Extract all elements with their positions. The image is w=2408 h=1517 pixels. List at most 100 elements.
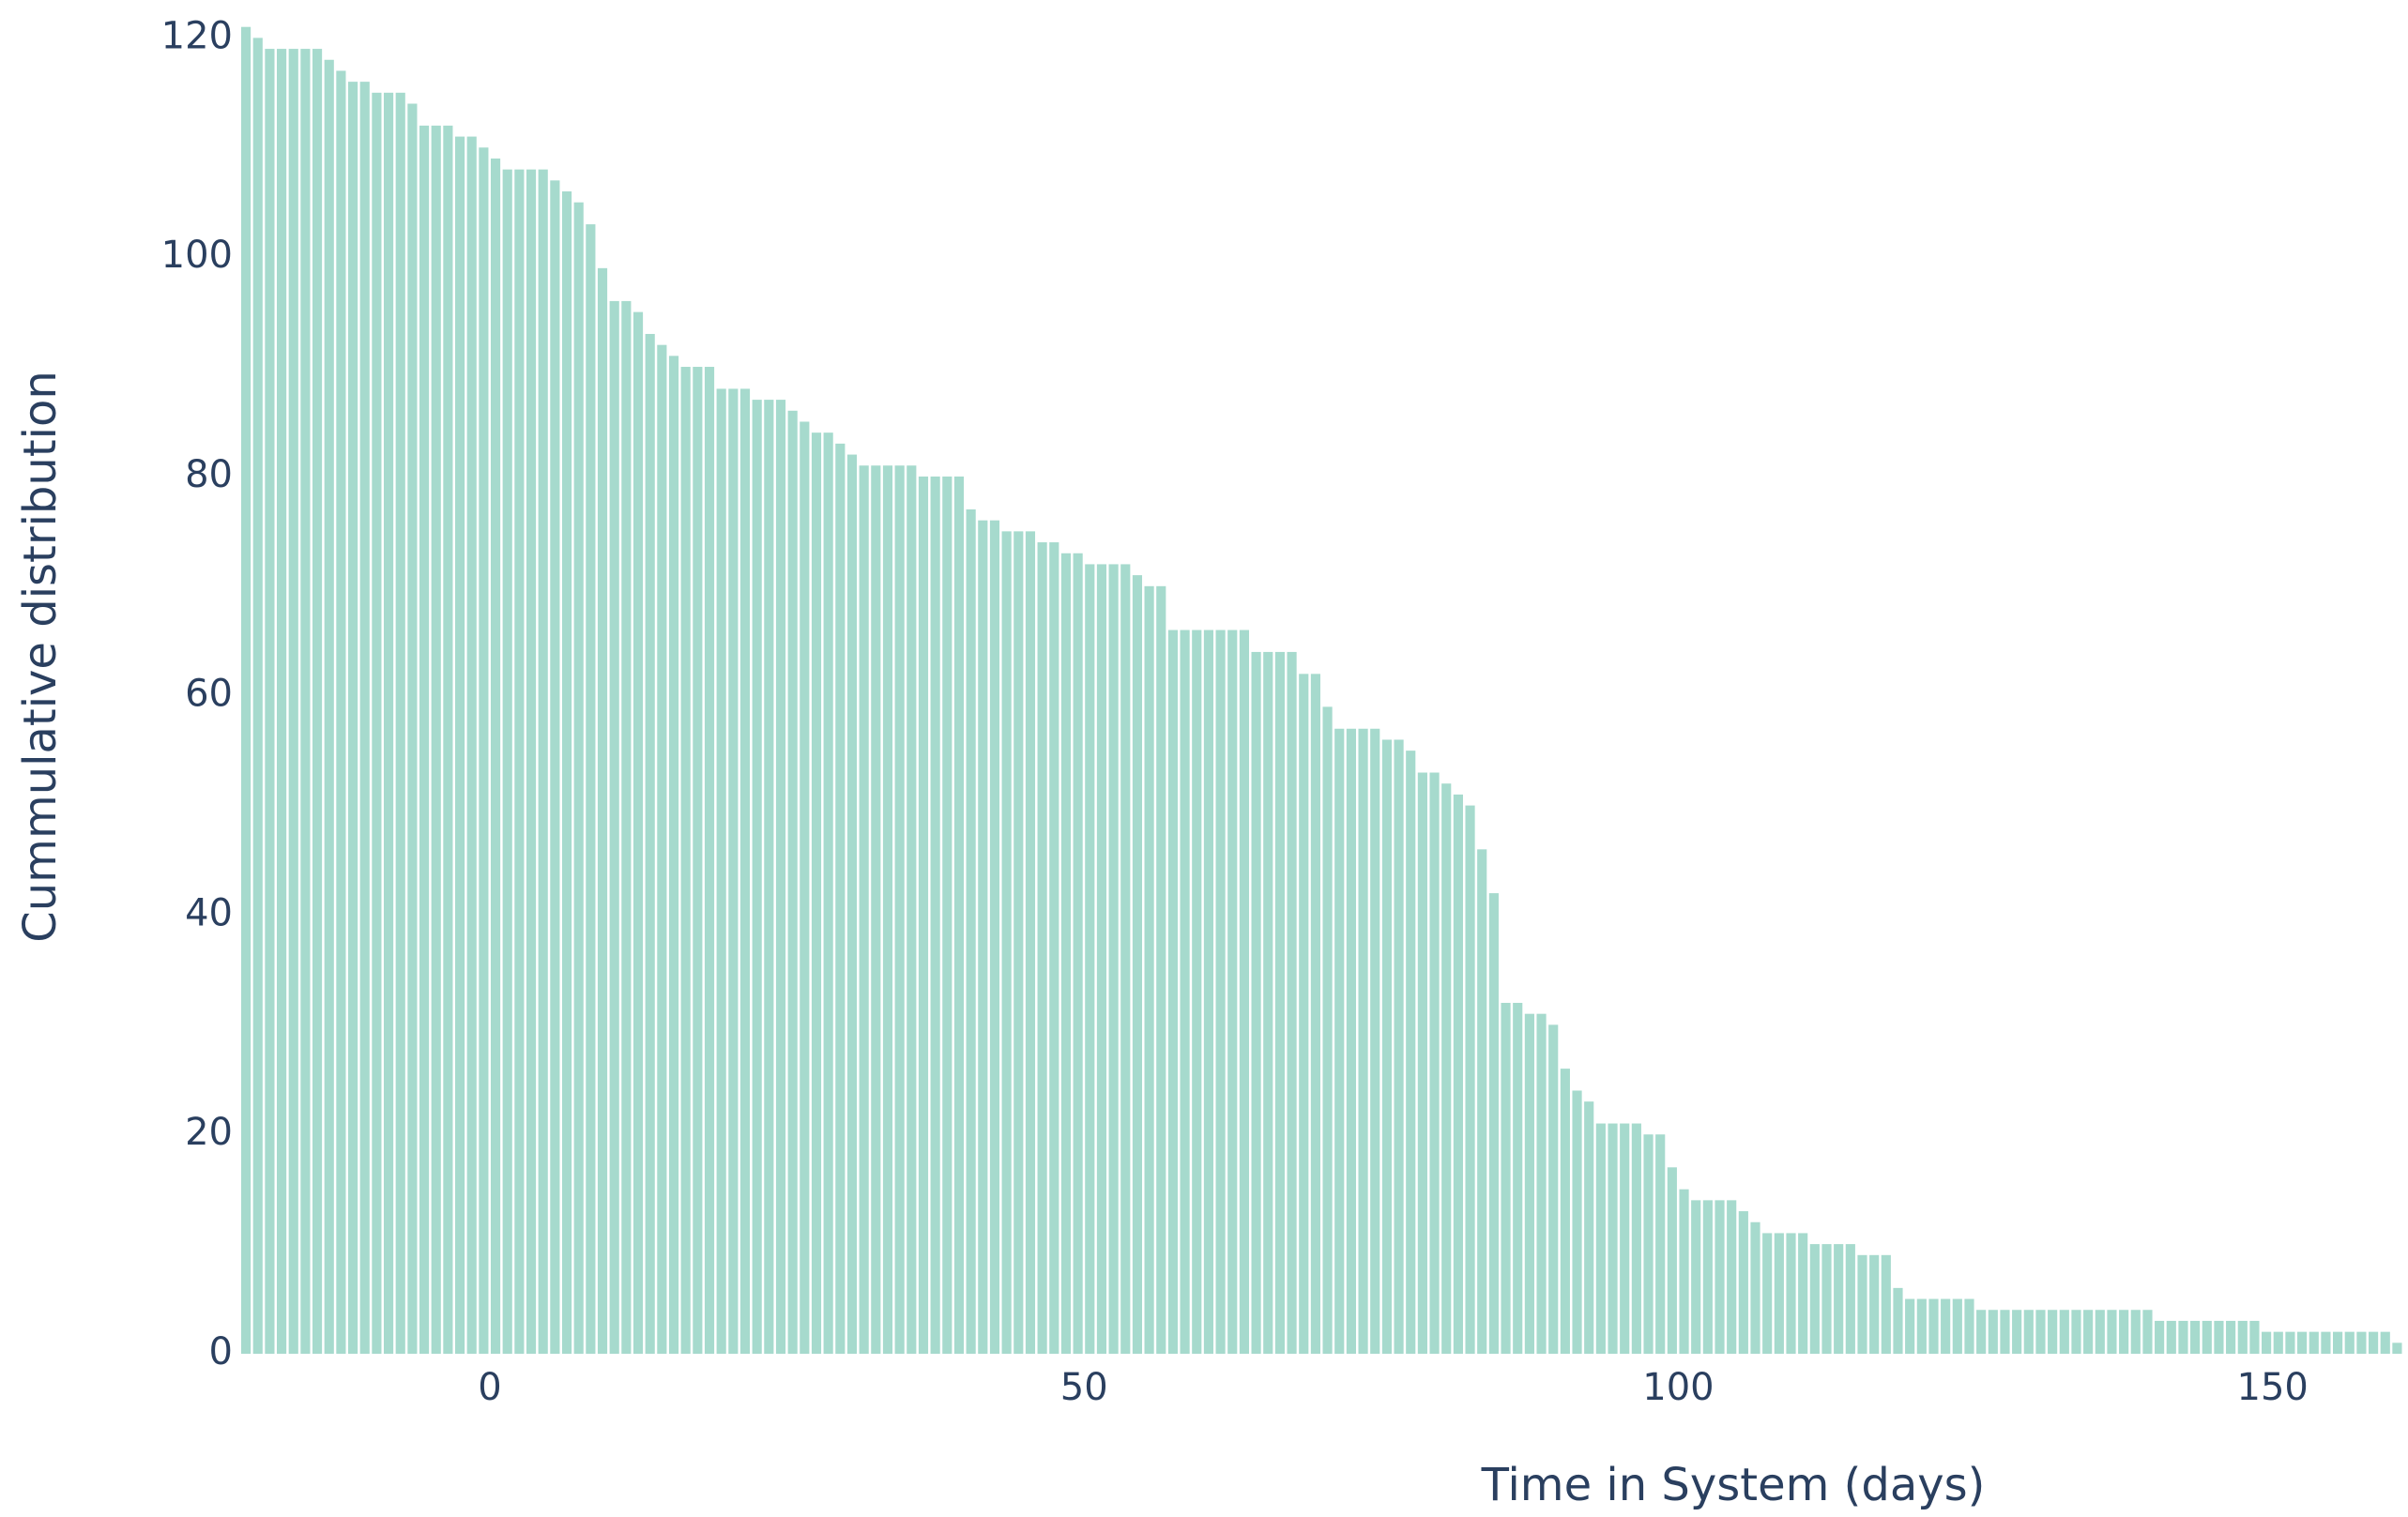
x-tick-label: 0 [478,1366,501,1409]
bar [1465,805,1475,1354]
bar [1144,585,1154,1354]
bar [1524,1013,1534,1354]
bar [2392,1343,2402,1354]
bar [300,49,311,1355]
bar [894,465,905,1355]
bar [454,136,465,1355]
bar [1750,1221,1760,1354]
bar [1786,1233,1796,1354]
bar [1988,1310,1998,1354]
y-tick-label: 100 [161,234,233,277]
bar [1941,1298,1951,1354]
bar [1560,1069,1570,1354]
bar [942,476,953,1354]
bar [1274,651,1286,1354]
bar [395,92,405,1354]
bar [466,136,477,1355]
bar [739,388,751,1354]
bar [1370,728,1380,1354]
bar [312,49,323,1355]
bar [1203,630,1214,1354]
bar [953,476,965,1354]
bar [1001,531,1012,1354]
bar [764,400,774,1354]
bar [728,388,739,1354]
bar [1215,630,1226,1354]
bar [2048,1310,2058,1354]
bar [443,125,453,1354]
bar [1227,630,1238,1354]
bar [2249,1320,2260,1354]
y-tick-label: 20 [185,1111,233,1154]
bar [2095,1310,2105,1354]
bar [775,400,786,1354]
bar [1798,1233,1808,1354]
bar [1595,1123,1606,1354]
bar [2202,1320,2212,1354]
bar [252,38,263,1354]
bar [1132,575,1143,1354]
bar [609,300,619,1355]
y-tick-label: 40 [185,891,233,934]
bar [1762,1233,1773,1354]
bar [2273,1331,2283,1354]
bar [1192,630,1202,1354]
bar [336,70,346,1354]
bar [1406,751,1416,1354]
bar [514,169,525,1354]
bar [1821,1244,1832,1354]
bar [359,82,370,1355]
bar [2155,1320,2165,1354]
bar [1037,542,1047,1354]
bar [2369,1331,2379,1354]
x-axis-title: Time in System (days) [1481,1459,1986,1511]
bar [1667,1167,1677,1354]
bar [966,508,976,1354]
bar [882,465,893,1355]
x-tick-label: 50 [1060,1366,1108,1409]
y-tick-label: 120 [161,14,233,57]
bar [1501,1002,1511,1354]
bar [800,421,810,1354]
bar [2321,1331,2331,1354]
bar [978,520,988,1354]
bar [1025,531,1036,1354]
bar [347,82,358,1355]
bar [1346,728,1356,1354]
bar [846,454,858,1354]
bar [2380,1331,2390,1354]
bar [989,520,1000,1354]
y-tick-label: 0 [209,1330,233,1373]
bar [573,202,584,1354]
bar [871,465,881,1355]
bar [2237,1320,2248,1354]
bar [2107,1310,2117,1354]
bar [1310,674,1320,1354]
bar [526,169,537,1354]
bar [1013,531,1024,1354]
bar [1322,706,1333,1354]
bar [2333,1331,2343,1354]
bar [1715,1200,1725,1354]
bar [1727,1200,1737,1354]
bar [2083,1310,2094,1354]
bar [1085,564,1095,1354]
bar [1108,564,1119,1354]
bar [2119,1310,2129,1354]
bar [479,147,489,1354]
bar [1358,728,1368,1354]
bar [859,465,869,1355]
bar [1394,739,1404,1354]
bar [490,158,501,1355]
bar [324,59,334,1354]
bar [1881,1254,1891,1354]
bar [621,300,632,1355]
bar [586,224,596,1354]
bar [1180,630,1190,1354]
bar [2059,1310,2069,1354]
bar [2071,1310,2081,1354]
bar [1608,1123,1618,1354]
bar [2023,1310,2034,1354]
bar [2190,1320,2201,1354]
